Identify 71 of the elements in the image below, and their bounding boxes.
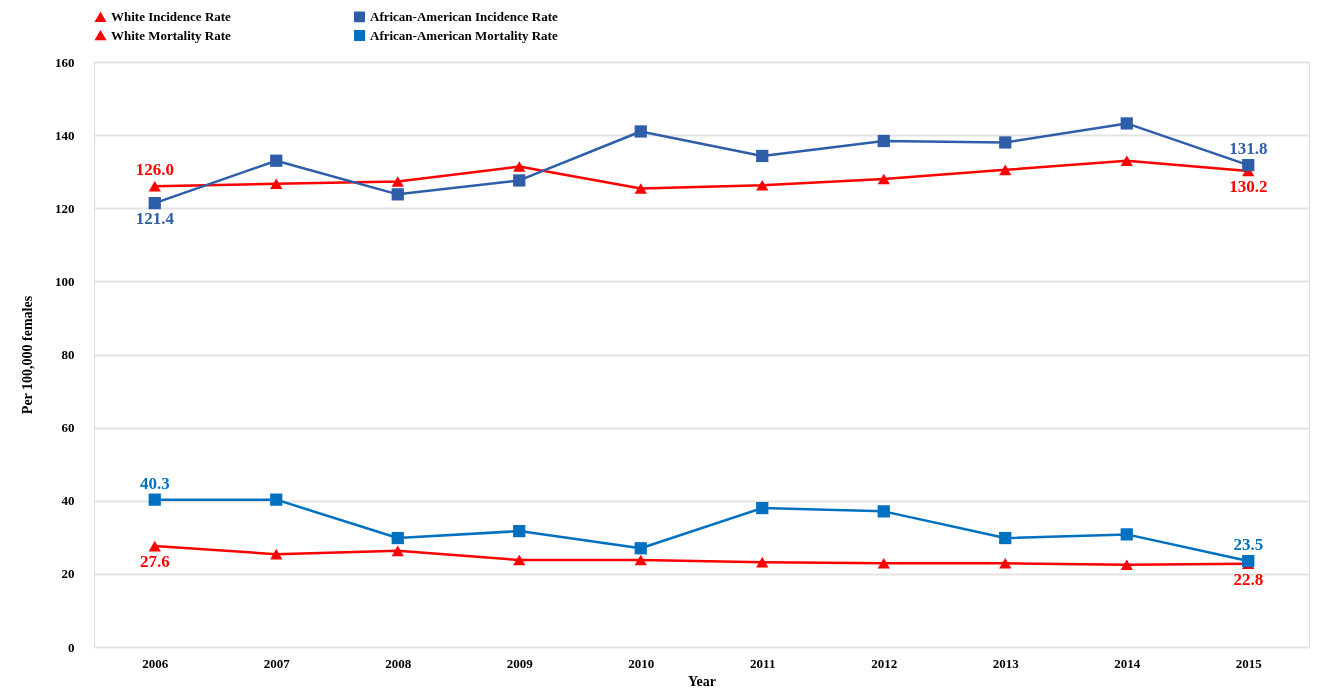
point xyxy=(999,164,1012,176)
point xyxy=(1120,528,1133,541)
x-tick-label: 2008 xyxy=(385,655,412,671)
point xyxy=(877,134,890,148)
point xyxy=(270,154,283,167)
x-tick-label: 2009 xyxy=(506,655,534,671)
point xyxy=(148,181,161,192)
y-tick-label: 0 xyxy=(68,639,75,655)
y-tick-label: 140 xyxy=(55,127,75,143)
point xyxy=(634,125,647,138)
point xyxy=(1242,158,1255,172)
point xyxy=(270,493,283,506)
data-label: 131.8 xyxy=(1229,139,1268,159)
x-tick-label: 2012 xyxy=(871,655,898,671)
point xyxy=(1120,559,1133,571)
x-axis-title: Year xyxy=(688,673,716,689)
y-tick-label: 100 xyxy=(55,273,75,289)
x-tick-label: 2010 xyxy=(628,655,655,671)
x-tick-label: 2011 xyxy=(750,655,776,671)
x-tick-label: 2014 xyxy=(1114,655,1141,671)
point xyxy=(391,176,404,187)
y-tick-label: 40 xyxy=(61,493,75,509)
point xyxy=(391,545,404,557)
point xyxy=(999,531,1012,545)
legend-label: White Mortality Rate xyxy=(111,27,232,43)
data-label: 27.6 xyxy=(139,552,170,572)
point xyxy=(513,554,526,566)
point xyxy=(391,188,404,201)
legend-label: African-American Mortality Rate xyxy=(370,27,558,43)
data-label: 121.4 xyxy=(135,209,175,229)
point xyxy=(877,505,890,518)
point xyxy=(756,501,769,515)
point xyxy=(148,493,161,506)
x-tick-label: 2013 xyxy=(992,655,1020,671)
data-label: 40.3 xyxy=(139,473,170,493)
point xyxy=(999,557,1012,569)
y-tick-label: 20 xyxy=(61,566,75,582)
data-label: 22.8 xyxy=(1233,569,1264,589)
point xyxy=(756,149,769,163)
point xyxy=(513,524,526,538)
point xyxy=(270,548,283,560)
point xyxy=(270,178,283,190)
point xyxy=(634,554,647,566)
legend-label: African-American Incidence Rate xyxy=(370,8,558,24)
point xyxy=(634,183,647,194)
point xyxy=(391,531,404,545)
point xyxy=(1120,155,1133,167)
point xyxy=(148,540,161,552)
y-axis-title: Per 100,000 females xyxy=(20,295,35,415)
point xyxy=(999,136,1012,149)
data-label: 130.2 xyxy=(1229,176,1268,196)
legend-label: White Incidence Rate xyxy=(111,9,232,25)
point xyxy=(1120,117,1133,130)
y-tick-label: 60 xyxy=(61,420,75,436)
y-tick-label: 120 xyxy=(55,200,75,216)
point xyxy=(877,557,890,569)
point xyxy=(148,197,161,210)
point xyxy=(756,179,769,191)
point xyxy=(1242,554,1255,568)
point xyxy=(756,556,769,568)
point xyxy=(513,174,526,187)
x-tick-label: 2007 xyxy=(263,655,291,671)
data-label: 23.5 xyxy=(1233,535,1264,555)
point xyxy=(634,542,647,555)
y-tick-label: 160 xyxy=(55,54,75,70)
point xyxy=(513,161,526,172)
y-tick-label: 80 xyxy=(61,347,75,362)
point xyxy=(877,173,890,185)
x-tick-label: 2006 xyxy=(142,655,169,671)
data-label: 126.0 xyxy=(135,160,174,180)
x-tick-label: 2015 xyxy=(1235,655,1263,671)
